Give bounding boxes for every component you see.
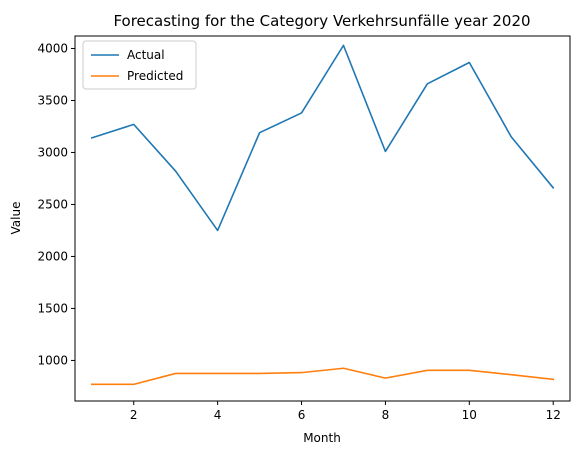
y-tick-label: 2000 [37, 249, 68, 263]
y-tick-label: 4000 [37, 41, 68, 55]
x-tick-label: 4 [214, 408, 222, 422]
chart-title: Forecasting for the Category Verkehrsunf… [113, 12, 530, 30]
y-tick-label: 2500 [37, 197, 68, 211]
series-line-actual [90, 44, 555, 232]
y-tick-label: 3500 [37, 93, 68, 107]
legend: Actual Predicted [82, 40, 197, 90]
x-tick-label: 8 [382, 408, 390, 422]
legend-box [82, 40, 197, 90]
plot-area [74, 35, 571, 402]
x-tick-label: 12 [546, 408, 561, 422]
y-tick-label: 1000 [37, 353, 68, 367]
y-tick-label: 3000 [37, 145, 68, 159]
y-axis-label: Value [9, 202, 23, 235]
series-group [90, 44, 555, 386]
x-axis: 2 4 6 8 10 12 [130, 401, 561, 422]
plot-frame [74, 35, 571, 402]
x-tick-label: 2 [130, 408, 138, 422]
legend-label-predicted: Predicted [127, 69, 183, 83]
y-tick-label: 1500 [37, 301, 68, 315]
x-tick-label: 6 [298, 408, 306, 422]
x-tick-label: 10 [462, 408, 477, 422]
legend-label-actual: Actual [127, 48, 165, 62]
x-axis-label: Month [303, 431, 341, 445]
series-line-predicted [90, 367, 555, 386]
y-axis: 1000 1500 2000 2500 3000 3500 4000 [37, 41, 75, 367]
